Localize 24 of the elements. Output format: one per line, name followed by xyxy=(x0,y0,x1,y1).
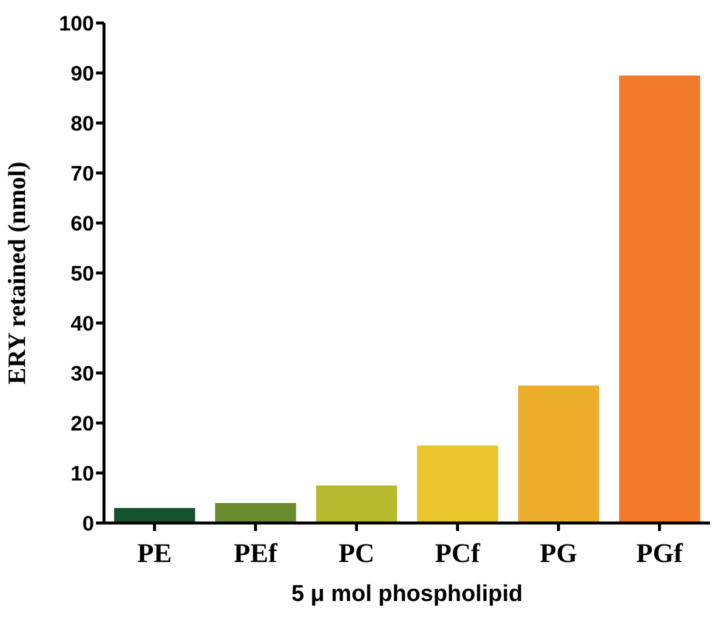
y-tick-label: 50 xyxy=(70,262,94,286)
bar xyxy=(215,503,296,523)
y-tick-label: 40 xyxy=(70,312,94,336)
x-tick-label: PC xyxy=(338,538,374,568)
bar xyxy=(114,508,196,523)
y-tick-label: 0 xyxy=(82,512,94,536)
x-tick-label: PEf xyxy=(234,538,278,568)
x-tick-label: PCf xyxy=(435,538,481,568)
x-tick-label: PG xyxy=(540,538,578,568)
bar xyxy=(619,76,700,523)
y-tick-label: 60 xyxy=(70,212,94,236)
y-tick-label: 30 xyxy=(70,362,94,386)
x-tick-label: PE xyxy=(137,538,172,568)
x-tick-label: PGf xyxy=(636,538,684,568)
y-tick-label: 80 xyxy=(70,112,94,136)
y-tick-label: 90 xyxy=(70,62,94,86)
y-tick-label: 10 xyxy=(70,462,94,486)
bar xyxy=(417,446,498,523)
bar xyxy=(518,386,600,523)
x-axis-title: 5 μ mol phospholipid xyxy=(291,580,523,606)
y-tick-label: 20 xyxy=(70,412,94,436)
y-tick-label: 70 xyxy=(70,162,94,186)
bar xyxy=(316,486,398,523)
y-tick-label: 100 xyxy=(58,12,94,36)
